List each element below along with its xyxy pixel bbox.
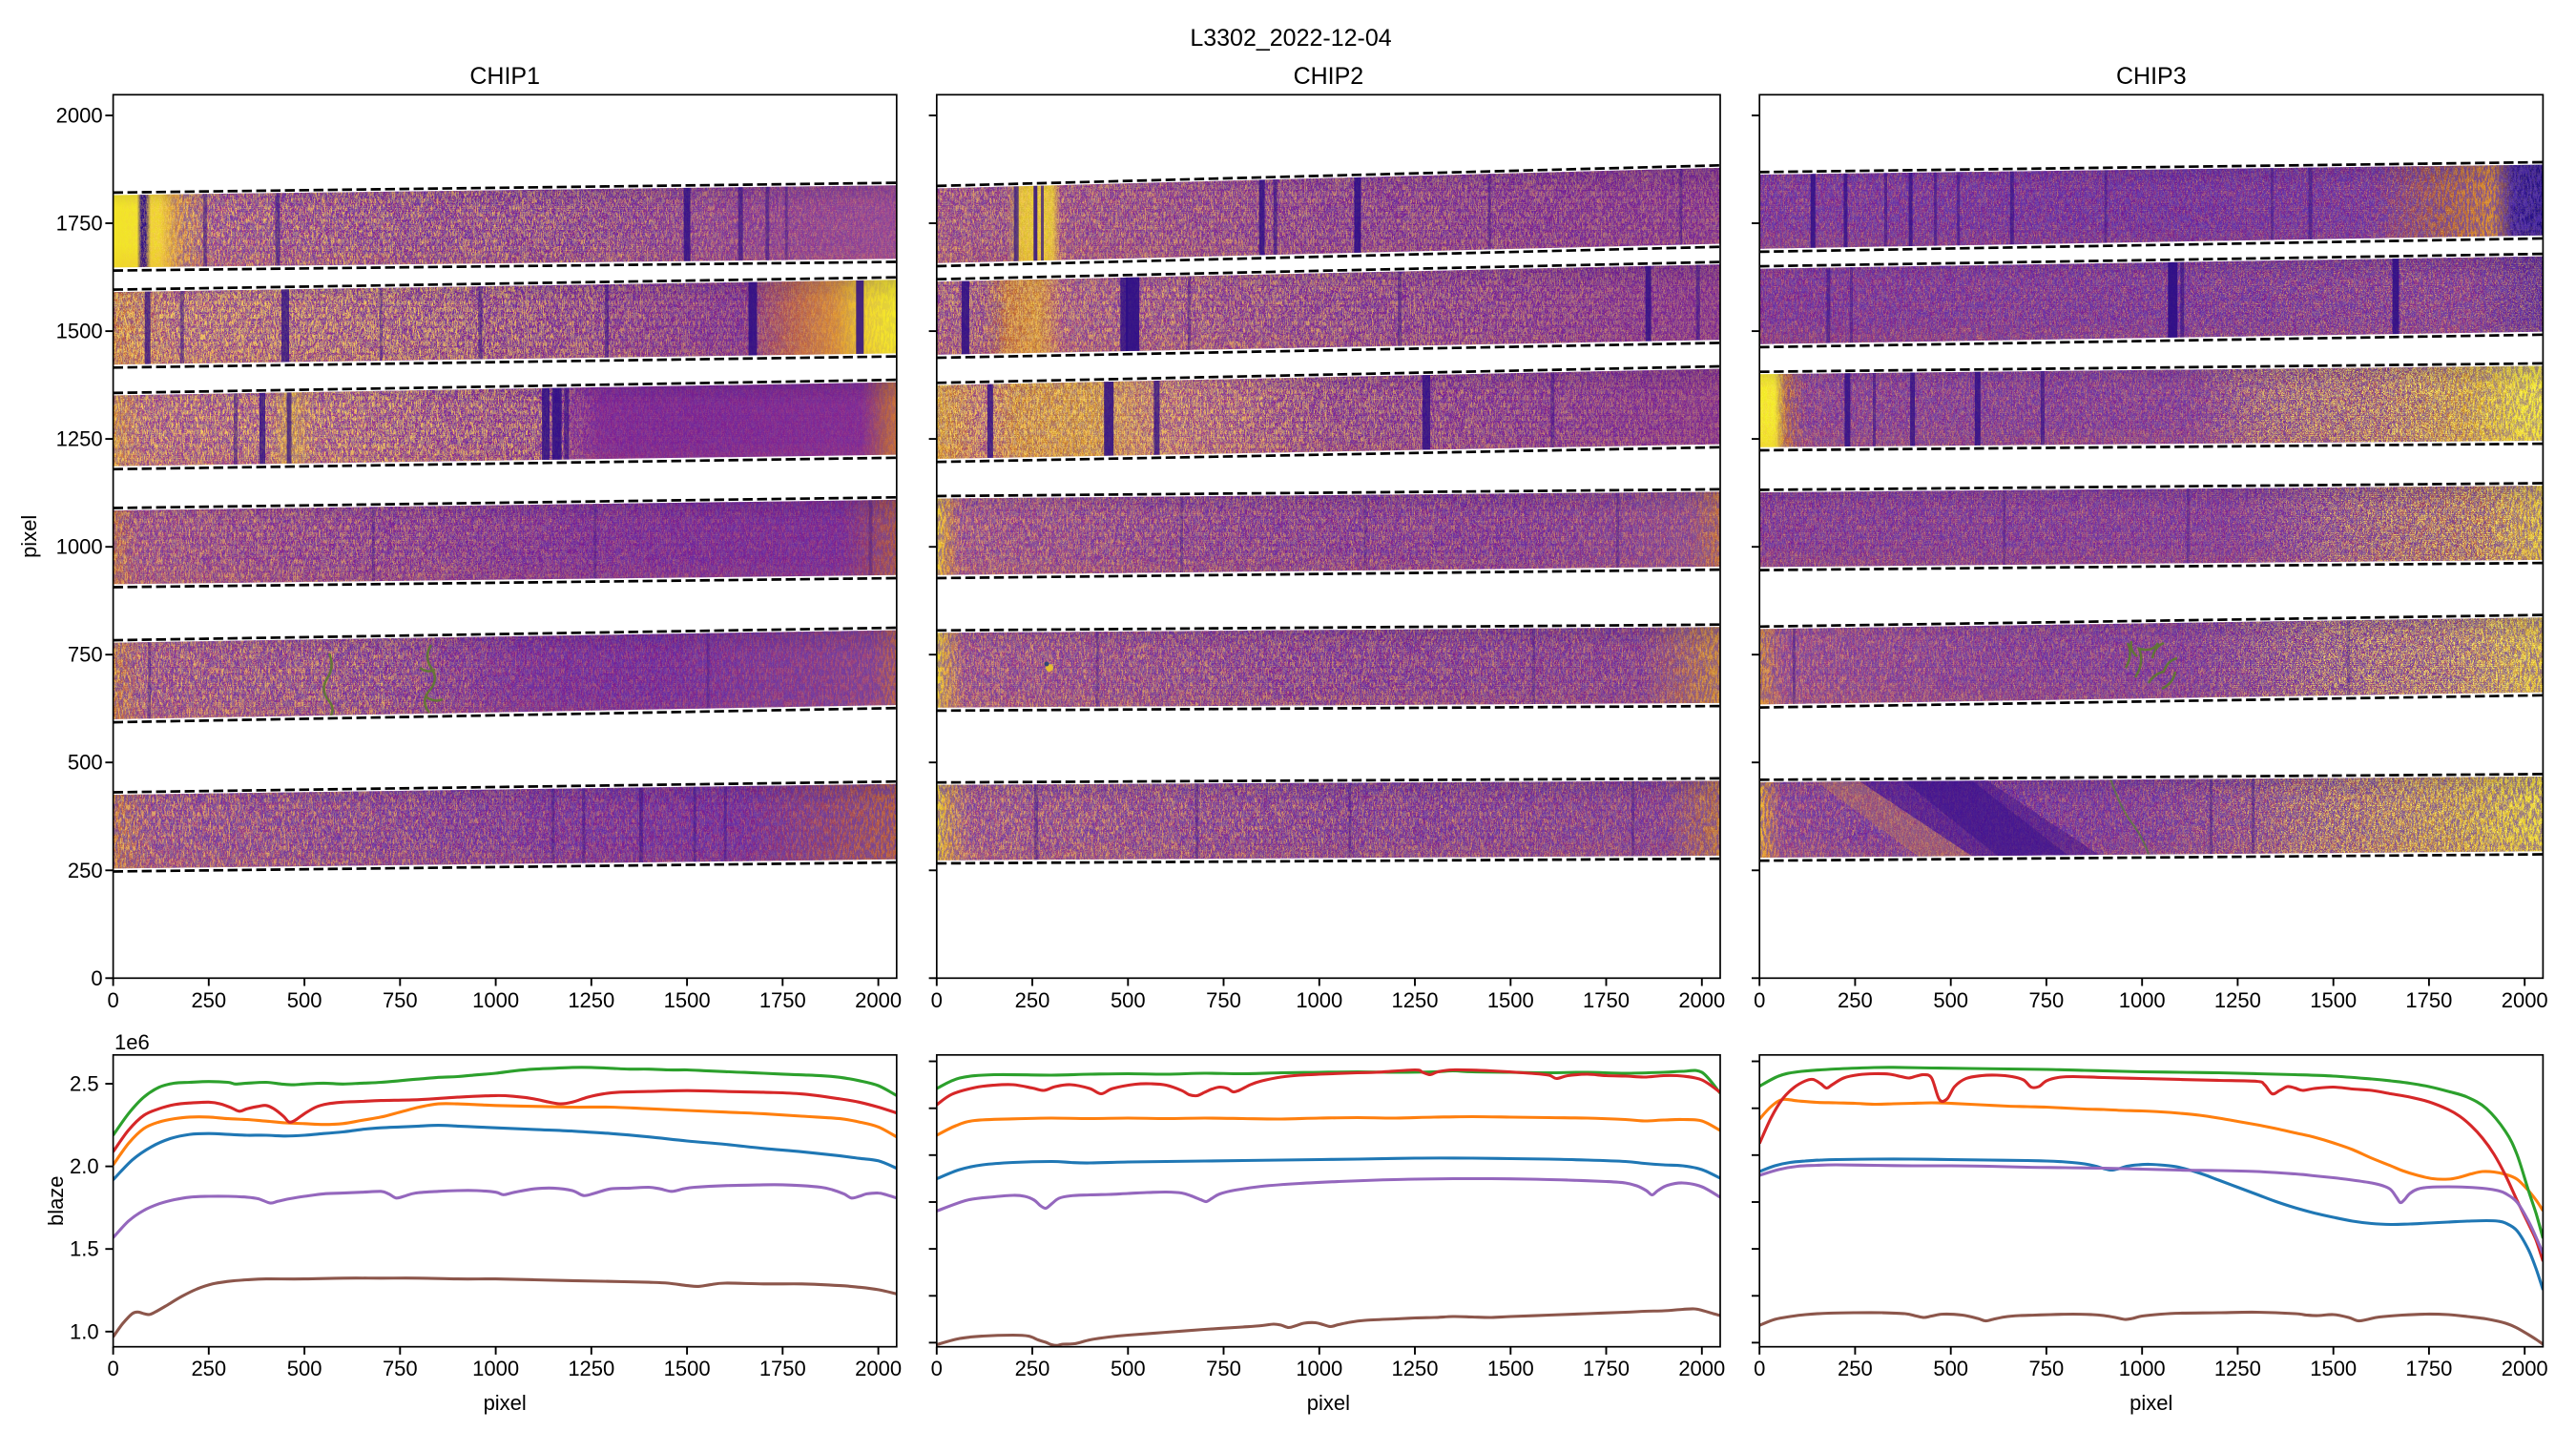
svg-text:L3302_2022-12-04: L3302_2022-12-04 [1190,25,1391,52]
svg-text:2000: 2000 [1678,1357,1725,1380]
svg-text:250: 250 [1838,1357,1873,1380]
svg-text:1250: 1250 [568,1357,614,1380]
svg-text:750: 750 [383,1357,418,1380]
svg-text:blaze: blaze [44,1175,68,1226]
svg-text:1750: 1750 [1583,1357,1630,1380]
svg-text:250: 250 [1015,988,1050,1012]
svg-text:1000: 1000 [1296,1357,1342,1380]
svg-text:750: 750 [2029,1357,2065,1380]
svg-text:CHIP1: CHIP1 [469,63,540,90]
svg-text:1750: 1750 [1583,988,1630,1012]
svg-text:1500: 1500 [1487,1357,1534,1380]
svg-text:2000: 2000 [1678,988,1725,1012]
svg-text:1250: 1250 [1392,1357,1439,1380]
svg-text:0: 0 [91,966,102,990]
svg-text:2000: 2000 [855,1357,902,1380]
svg-text:500: 500 [1933,988,1968,1012]
svg-text:1.0: 1.0 [70,1319,99,1343]
svg-text:CHIP2: CHIP2 [1294,63,1364,90]
svg-text:1500: 1500 [2310,988,2357,1012]
svg-text:pixel: pixel [17,515,41,558]
svg-text:1250: 1250 [2214,1357,2261,1380]
svg-text:0: 0 [931,1357,943,1380]
svg-text:1250: 1250 [1392,988,1439,1012]
svg-text:2000: 2000 [2502,988,2548,1012]
svg-text:750: 750 [1206,988,1241,1012]
svg-text:750: 750 [383,988,418,1012]
svg-text:2000: 2000 [56,104,103,128]
svg-text:750: 750 [2029,988,2065,1012]
svg-text:500: 500 [1933,1357,1968,1380]
svg-text:1750: 1750 [759,1357,806,1380]
svg-text:1500: 1500 [664,1357,711,1380]
svg-text:0: 0 [1754,1357,1765,1380]
svg-text:1.5: 1.5 [70,1237,99,1261]
svg-text:250: 250 [1015,1357,1050,1380]
svg-text:1500: 1500 [1487,988,1534,1012]
svg-text:2000: 2000 [2502,1357,2548,1380]
svg-text:1000: 1000 [472,988,519,1012]
svg-text:1000: 1000 [472,1357,519,1380]
svg-text:0: 0 [931,988,943,1012]
svg-text:2.5: 2.5 [70,1072,99,1096]
svg-text:250: 250 [68,859,103,882]
svg-text:2000: 2000 [855,988,902,1012]
svg-text:750: 750 [68,643,103,667]
svg-text:500: 500 [1111,988,1146,1012]
svg-text:750: 750 [1206,1357,1241,1380]
svg-text:CHIP3: CHIP3 [2116,63,2187,90]
svg-text:pixel: pixel [2129,1391,2172,1415]
svg-text:1750: 1750 [2405,988,2452,1012]
svg-text:1250: 1250 [568,988,614,1012]
svg-text:1500: 1500 [2310,1357,2357,1380]
svg-text:1750: 1750 [56,212,103,236]
svg-text:1000: 1000 [2119,1357,2166,1380]
svg-text:500: 500 [68,751,103,775]
svg-text:250: 250 [191,988,226,1012]
svg-text:250: 250 [1838,988,1873,1012]
svg-text:500: 500 [287,988,322,1012]
svg-text:500: 500 [287,1357,322,1380]
svg-text:1500: 1500 [664,988,711,1012]
svg-text:pixel: pixel [484,1391,527,1415]
svg-text:2.0: 2.0 [70,1154,99,1178]
svg-text:0: 0 [107,988,118,1012]
svg-text:500: 500 [1111,1357,1146,1380]
svg-text:0: 0 [1754,988,1765,1012]
svg-text:1750: 1750 [759,988,806,1012]
svg-text:1000: 1000 [2119,988,2166,1012]
svg-text:1250: 1250 [2214,988,2261,1012]
svg-text:1e6: 1e6 [114,1030,150,1054]
svg-text:1000: 1000 [1296,988,1342,1012]
svg-text:0: 0 [107,1357,118,1380]
svg-text:250: 250 [191,1357,226,1380]
svg-text:1750: 1750 [2405,1357,2452,1380]
svg-text:1000: 1000 [56,535,103,559]
svg-text:1500: 1500 [56,320,103,343]
svg-text:pixel: pixel [1307,1391,1350,1415]
svg-text:1250: 1250 [56,427,103,451]
